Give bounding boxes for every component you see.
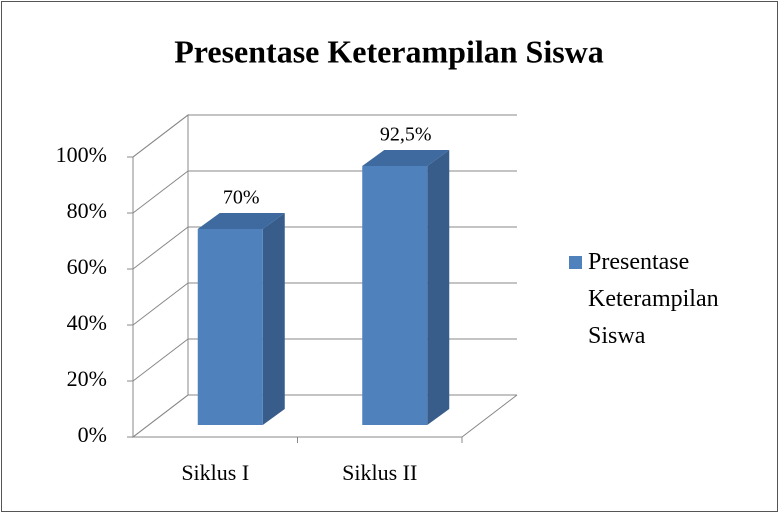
y-tick-label: 40% (67, 310, 107, 335)
x-tick-label: Siklus II (342, 460, 417, 485)
bar-top (197, 213, 285, 229)
bar (362, 166, 428, 425)
grid-line (132, 114, 517, 158)
data-label: 70% (223, 187, 260, 209)
bar-side (262, 213, 285, 425)
y-tick-label: 80% (67, 198, 107, 223)
data-label: 92,5% (380, 124, 432, 146)
y-tick-label: 0% (78, 422, 107, 447)
y-tick-label: 60% (67, 254, 107, 279)
legend-label: Presentase Keterampilan Siswa (588, 249, 719, 349)
x-tick-label: Siklus I (181, 460, 249, 485)
bar-side (427, 150, 450, 425)
y-tick-label: 100% (56, 142, 107, 167)
bar (197, 229, 263, 425)
chart-title: Presentase Keterampilan Siswa (174, 33, 604, 69)
bar-top (362, 150, 450, 166)
legend-swatch (569, 256, 582, 269)
y-tick-label: 20% (67, 366, 107, 391)
